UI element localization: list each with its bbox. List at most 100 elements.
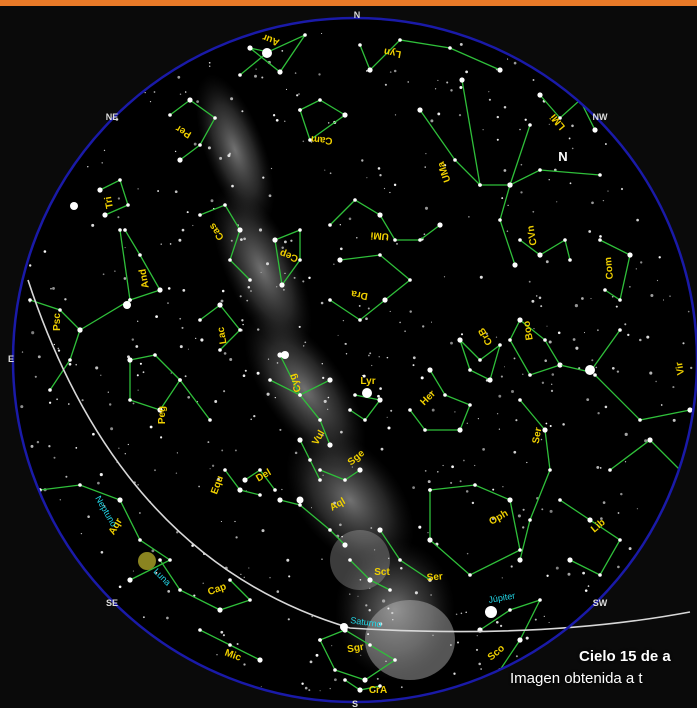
background-star: [181, 326, 184, 329]
background-star: [137, 389, 139, 391]
star-26-3: [348, 408, 352, 412]
background-star: [379, 387, 382, 390]
background-star: [365, 69, 368, 72]
background-star: [453, 672, 456, 675]
star-36-0: [242, 477, 248, 483]
background-star: [455, 613, 458, 616]
star-45-1: [508, 608, 512, 612]
background-star: [91, 223, 95, 227]
background-star: [139, 362, 142, 365]
background-star: [617, 565, 620, 569]
header-bar: [0, 0, 697, 6]
star-5-4: [177, 157, 183, 163]
star-42-0: [377, 527, 383, 533]
background-star: [501, 577, 503, 579]
background-star: [138, 512, 141, 514]
background-star: [687, 310, 690, 313]
background-star: [260, 686, 262, 688]
background-star: [503, 106, 507, 109]
background-star: [369, 587, 371, 590]
background-star: [443, 276, 446, 278]
background-star: [587, 585, 590, 587]
background-star: [184, 91, 187, 93]
background-star: [303, 345, 305, 347]
background-star: [384, 83, 387, 86]
star-8-1: [459, 77, 465, 83]
background-star: [167, 590, 171, 593]
background-star: [155, 315, 158, 318]
background-star: [181, 228, 185, 232]
background-star: [383, 187, 386, 190]
background-star: [284, 272, 286, 275]
bright-star-0: [262, 48, 272, 58]
background-star: [357, 595, 359, 597]
star-27-4: [423, 428, 427, 432]
background-star: [429, 392, 432, 394]
background-star: [476, 635, 478, 637]
star-39-1: [298, 503, 302, 507]
bright-star-3: [123, 301, 131, 309]
background-star: [571, 124, 574, 128]
background-star: [460, 612, 463, 615]
background-star: [319, 690, 321, 692]
background-star: [217, 477, 220, 481]
star-13-2: [237, 227, 243, 233]
constellation-label-lyr-19: Lyr: [360, 376, 375, 387]
background-star: [118, 585, 122, 589]
background-star: [456, 641, 460, 644]
background-star: [276, 286, 278, 288]
background-star: [459, 480, 462, 483]
star-12-1: [118, 178, 122, 182]
background-star: [243, 576, 245, 578]
star-43-4: [228, 578, 232, 582]
background-star: [207, 441, 210, 444]
background-star: [596, 465, 600, 469]
background-star: [524, 118, 527, 121]
background-star: [294, 72, 297, 74]
background-star: [534, 618, 537, 621]
star-10-0: [328, 223, 332, 227]
background-star: [465, 70, 468, 74]
background-star: [321, 434, 324, 437]
background-star: [549, 424, 552, 428]
star-17-0: [128, 298, 132, 302]
background-star: [418, 525, 422, 529]
background-star: [175, 472, 178, 474]
constellation-label-sct-32: Sct: [374, 567, 390, 578]
background-star: [522, 373, 524, 375]
background-star: [389, 310, 391, 312]
star-5-0: [168, 113, 172, 117]
background-star: [137, 484, 139, 486]
background-star: [341, 535, 343, 538]
star-13-3: [228, 258, 232, 262]
constellation-figure-8: [461, 79, 481, 186]
background-star: [283, 240, 287, 244]
constellation-figure-14: [599, 239, 631, 302]
background-star: [531, 299, 535, 303]
constellation-label-psc-14: Psc: [52, 313, 63, 331]
background-star: [474, 464, 476, 467]
background-star: [616, 370, 620, 373]
background-star: [256, 328, 260, 331]
background-star: [298, 325, 301, 328]
star-10-3: [393, 238, 397, 242]
background-star: [294, 451, 298, 455]
background-star: [209, 468, 211, 470]
star-44-6: [318, 638, 322, 642]
background-star: [274, 396, 276, 399]
star-34-0: [318, 468, 322, 472]
background-star: [123, 277, 127, 280]
star-39-0: [277, 497, 283, 503]
background-star: [262, 176, 265, 179]
background-star: [382, 599, 386, 603]
background-star: [503, 366, 506, 368]
background-star: [229, 358, 233, 361]
background-star: [267, 358, 270, 360]
background-star: [230, 239, 233, 242]
background-star: [266, 392, 270, 396]
background-star: [602, 199, 605, 202]
horizon-circle: [11, 16, 697, 704]
background-star: [639, 338, 642, 342]
background-star: [386, 356, 389, 359]
background-star: [176, 531, 179, 534]
